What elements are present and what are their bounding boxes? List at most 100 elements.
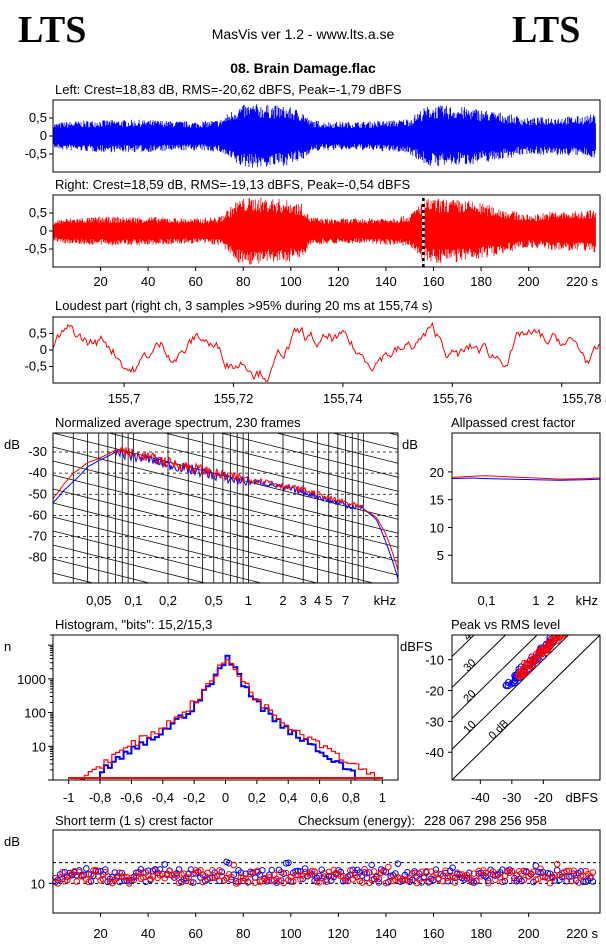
short-term-crest-point xyxy=(249,868,257,876)
loudest-part-ytick-0: 0,5 xyxy=(29,326,47,341)
allpassed-crest-xtick-1: 1 xyxy=(532,593,539,608)
loudest-part-xtick-0: 155,7 xyxy=(108,391,141,406)
allpassed-crest-xunit: kHz xyxy=(576,593,598,608)
avg-spectrum-slope-line xyxy=(53,446,398,534)
short-term-crest-point xyxy=(206,874,214,882)
avg-spectrum-series-1 xyxy=(53,446,398,571)
short-term-crest-point xyxy=(90,867,97,874)
short-term-crest-point xyxy=(475,867,483,875)
short-term-crest-point xyxy=(575,879,582,886)
short-term-crest-point xyxy=(385,863,392,871)
avg-spectrum-slope-line xyxy=(53,488,398,576)
short-term-crest-point xyxy=(313,878,321,886)
short-term-crest-point xyxy=(216,867,223,874)
histogram-chart: Histogram, "bits": 15,2/15,3n100010010-1… xyxy=(4,617,386,805)
loudest-part-xtick-4: 155,78 s xyxy=(562,391,606,406)
short-term-crest-point xyxy=(484,879,492,887)
short-term-crest-point xyxy=(368,876,375,884)
short-term-crest-point xyxy=(278,868,285,876)
short-term-crest-xtick-1: 40 xyxy=(141,926,155,941)
histogram-series-0 xyxy=(99,654,356,780)
histogram-xtick-3: -0,4 xyxy=(152,790,174,805)
histogram-xtick-4: -0,2 xyxy=(183,790,205,805)
loudest-part-signal xyxy=(52,321,600,382)
short-term-crest-point xyxy=(346,867,354,874)
short-term-crest-point xyxy=(132,869,140,877)
short-term-crest-point xyxy=(406,875,414,882)
histogram-ytick-2: 10 xyxy=(32,739,46,754)
short-term-crest-point xyxy=(151,867,159,874)
short-term-crest-chart: Short term (1 s) crest factor Checksum (e… xyxy=(4,813,600,941)
avg-spectrum-slope-line xyxy=(331,433,398,450)
histogram-title: Histogram, "bits": 15,2/15,3 xyxy=(55,617,212,632)
short-term-crest-series-1 xyxy=(52,860,597,887)
right-waveform-xtick-1: 40 xyxy=(141,274,155,289)
short-term-crest-point xyxy=(85,878,92,886)
lts-logo-right: LTS xyxy=(512,9,581,51)
allpassed-crest-ytick-1: 15 xyxy=(430,493,444,508)
avg-spectrum-xtick-1: 0,1 xyxy=(124,593,142,608)
short-term-crest-point xyxy=(320,870,328,877)
left-waveform-ytick-2: -0,5 xyxy=(25,146,47,161)
right-waveform-ytick-0: 0,5 xyxy=(29,205,47,220)
short-term-crest-point xyxy=(237,869,245,876)
peak-vs-rms-point xyxy=(538,645,546,653)
avg-spectrum-ytick-2: -50 xyxy=(28,486,47,501)
short-term-crest-point xyxy=(175,879,183,887)
app-title: MasVis ver 1.2 - www.lts.a.se xyxy=(211,26,395,42)
short-term-crest-xtick-4: 100 xyxy=(280,926,302,941)
peak-vs-rms-point xyxy=(534,656,542,664)
right-waveform-chart: Right: Crest=18,59 dB, RMS=-19,13 dBFS, … xyxy=(25,177,599,289)
short-term-crest-point xyxy=(553,860,561,868)
short-term-crest-point xyxy=(301,865,309,872)
short-term-crest-point xyxy=(209,867,216,874)
right-waveform-xtick-7: 160 xyxy=(423,274,445,289)
peak-vs-rms-crest-label-4: 0 dB xyxy=(487,717,511,741)
peak-vs-rms-point xyxy=(558,635,566,638)
histogram-xtick-5: 0 xyxy=(222,790,229,805)
short-term-crest-point xyxy=(268,877,276,884)
short-term-crest-point xyxy=(404,868,411,876)
short-term-crest-xtick-7: 160 xyxy=(423,926,445,941)
short-term-crest-point xyxy=(399,875,406,883)
avg-spectrum-slope-line xyxy=(53,460,398,548)
histogram-xtick-1: -0,8 xyxy=(89,790,111,805)
right-waveform-xtick-0: 20 xyxy=(93,274,107,289)
left-waveform-ytick-1: 0 xyxy=(40,128,47,143)
avg-spectrum-ytick-4: -70 xyxy=(28,529,47,544)
histogram-xtick-2: -0,6 xyxy=(120,790,142,805)
short-term-crest-point xyxy=(530,868,537,876)
allpassed-crest-chart: Allpassed crest factor dB 20 15 10 5 0,1 1 2 kHz xyxy=(402,415,601,608)
short-term-crest-point xyxy=(282,869,290,877)
avg-spectrum-xtick-8: 5 xyxy=(325,593,332,608)
peak-vs-rms-xtick-1: -30 xyxy=(502,790,521,805)
avg-spectrum-xtick-5: 2 xyxy=(279,593,286,608)
short-term-crest-point xyxy=(73,878,81,885)
right-waveform-xtick-8: 180 xyxy=(470,274,492,289)
right-waveform-signal xyxy=(52,197,596,265)
right-waveform-xtick-2: 60 xyxy=(188,274,202,289)
histogram-xtick-6: 0,2 xyxy=(248,790,266,805)
short-term-crest-point xyxy=(102,866,109,873)
avg-spectrum-xtick-2: 0,2 xyxy=(159,593,177,608)
short-term-crest-ylabel: dB xyxy=(4,834,20,849)
allpassed-crest-xtick-2: 2 xyxy=(547,593,554,608)
right-waveform-xtick-9: 200 xyxy=(518,274,540,289)
short-term-crest-point xyxy=(432,870,440,877)
short-term-crest-point xyxy=(439,877,447,885)
avg-spectrum-slope-line xyxy=(53,544,207,583)
short-term-crest-point xyxy=(197,866,204,874)
histogram-ylabel: n xyxy=(4,639,11,654)
short-term-crest-point xyxy=(425,878,433,885)
short-term-crest-point xyxy=(99,875,107,883)
short-term-crest-point xyxy=(577,872,585,879)
short-term-crest-point xyxy=(285,859,292,867)
right-waveform-xtick-4: 100 xyxy=(280,274,302,289)
short-term-crest-point xyxy=(589,869,597,876)
allpassed-crest-ytick-0: 20 xyxy=(430,465,444,480)
short-term-crest-point xyxy=(280,879,287,887)
short-term-crest-point xyxy=(289,878,297,885)
short-term-crest-point xyxy=(482,869,490,877)
short-term-crest-point xyxy=(508,867,516,875)
